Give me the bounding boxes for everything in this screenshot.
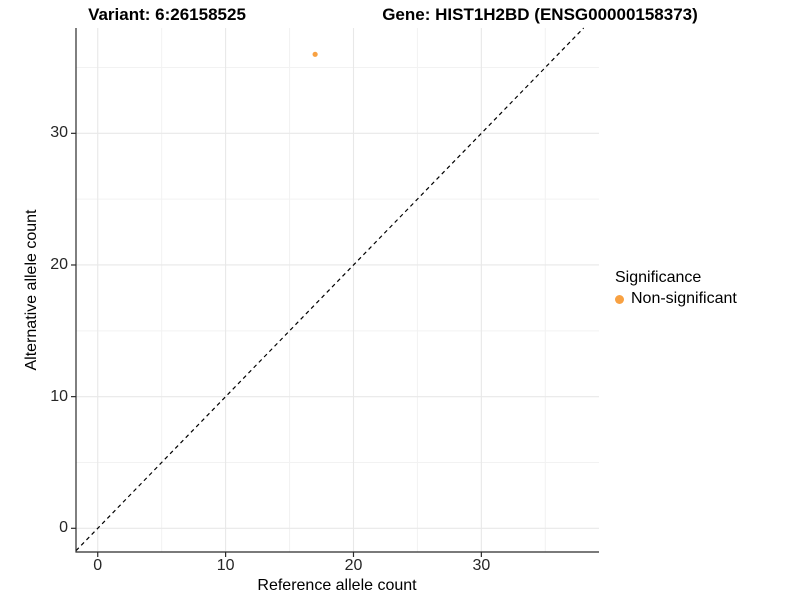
y-tick-label: 30 [50,124,68,142]
y-tick-label: 20 [50,255,68,273]
x-tick-label: 20 [344,557,363,574]
legend: Significance Non-significant [615,269,795,308]
y-tick-label: 10 [50,387,68,405]
variant-title: Variant: 6:26158525 [88,5,246,24]
x-axis-title: Reference allele count [257,577,417,594]
legend-item: Non-significant [615,290,795,308]
legend-item-label: Non-significant [631,290,737,307]
legend-title: Significance [615,269,702,286]
y-axis-title: Alternative allele count [23,209,40,371]
gene-title: Gene: HIST1H2BD (ENSG00000158373) [382,5,698,24]
legend-point-icon [615,294,624,304]
x-tick-label: 10 [216,557,235,574]
y-tick-label: 0 [59,519,68,537]
identity-dashed-line [75,27,585,552]
data-point [312,51,318,57]
x-tick-label: 0 [93,557,103,574]
x-tick-label: 30 [472,557,491,574]
